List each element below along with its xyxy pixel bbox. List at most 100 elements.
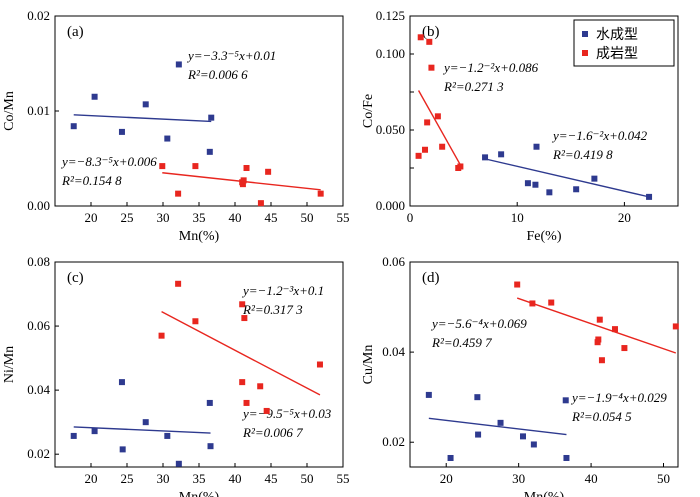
diagenetic-fit-equation: y=−1.2⁻²x+0.086 (442, 60, 539, 75)
x-tick-label: 50 (657, 471, 670, 486)
panel-label: (b) (422, 24, 440, 40)
x-tick-label: 25 (121, 471, 134, 486)
hydrogenetic-point (532, 181, 539, 188)
panel-label: (c) (67, 270, 84, 286)
plot-frame (409, 261, 679, 468)
diagenetic-fit-line (161, 311, 321, 396)
diagenetic-fit-line (417, 90, 461, 166)
hydrogenetic-point (208, 114, 215, 121)
hydrogenetic-point (175, 61, 182, 68)
diagenetic-r-squared: R²=0.271 3 (443, 79, 504, 94)
x-tick-label: 20 (440, 471, 453, 486)
hydrogenetic-point (475, 431, 482, 438)
hydrogenetic-point (91, 93, 98, 100)
hydrogenetic-point (206, 399, 213, 406)
hydrogenetic-r-squared: R²=0.006 6 (187, 67, 248, 82)
diagenetic-fit-equation: y=−8.3⁻⁵x+0.006 (60, 154, 157, 169)
y-axis-title: Cu/Mn (361, 345, 376, 385)
diagenetic-point (424, 119, 431, 126)
y-tick-label: 0.06 (382, 254, 405, 269)
diagenetic-point (240, 177, 247, 184)
x-tick-label: 30 (157, 471, 170, 486)
diagenetic-point (621, 345, 628, 352)
hydrogenetic-point (206, 148, 213, 155)
x-tick-label: 35 (193, 471, 206, 486)
hydrogenetic-fit-line (428, 417, 567, 436)
chart-panel-2: 0 10 20 0.000 0.050 0.100 0.125 Fe(%) Co/Fe (b) y=… (361, 8, 679, 244)
diagenetic-point (243, 399, 250, 406)
hydrogenetic-point (524, 180, 531, 187)
diagenetic-r-squared: R²=0.459 7 (431, 335, 492, 350)
hydrogenetic-point (519, 433, 526, 440)
hydrogenetic-point (498, 151, 505, 158)
y-tick-label: 0.06 (27, 318, 50, 333)
hydrogenetic-fit-equation: y=−1.9⁻⁴x+0.029 (570, 390, 667, 405)
diagenetic-r-squared: R²=0.154 8 (61, 173, 122, 188)
hydrogenetic-fit-equation: y=−3.3⁻⁵x+0.01 (186, 48, 276, 63)
x-tick-label: 50 (301, 471, 314, 486)
x-axis-title: Mn(%) (179, 490, 220, 497)
y-axis-title: Ni/Mn (2, 346, 17, 383)
x-axis-title: Fe(%) (527, 229, 562, 244)
hydrogenetic-point (119, 446, 126, 453)
y-tick-label: 0.04 (382, 344, 405, 359)
x-tick-label: 20 (85, 210, 98, 225)
diagenetic-point (263, 407, 270, 414)
diagenetic-point (241, 315, 248, 322)
diagenetic-point (239, 301, 246, 308)
x-tick-label: 30 (157, 210, 170, 225)
legend-swatch (582, 31, 588, 37)
hydrogenetic-point (164, 432, 171, 439)
diagenetic-point (514, 281, 521, 288)
y-tick-label: 0.08 (27, 254, 50, 269)
diagenetic-point (192, 318, 199, 325)
y-tick-label: 0.02 (382, 434, 405, 449)
x-tick-label: 45 (265, 210, 278, 225)
hydrogenetic-point (142, 419, 149, 426)
diagenetic-point (672, 323, 679, 330)
diagenetic-point (548, 299, 555, 306)
diagenetic-point (428, 64, 435, 71)
hydrogenetic-fit-line (73, 114, 212, 123)
hydrogenetic-point (646, 193, 653, 200)
x-tick-label: 20 (618, 210, 631, 225)
hydrogenetic-point (164, 135, 171, 142)
x-axis-title: Mn(%) (524, 490, 565, 497)
diagenetic-point (529, 300, 536, 307)
hydrogenetic-point (91, 428, 98, 435)
hydrogenetic-fit-line (484, 158, 650, 198)
hydrogenetic-point (533, 143, 540, 150)
diagenetic-point (415, 152, 422, 159)
y-tick-label: 0.125 (376, 8, 405, 23)
diagenetic-fit-line (516, 297, 677, 354)
x-tick-label: 30 (512, 471, 525, 486)
x-tick-label: 40 (585, 471, 598, 486)
diagenetic-point (317, 190, 324, 197)
x-tick-label: 10 (511, 210, 524, 225)
chart-panel-1: 20 25 30 35 40 45 50 55 0.00 0.01 0.02 Mn(%) Co/Mn (a… (2, 8, 350, 244)
hydrogenetic-r-squared: R²=0.006 7 (242, 425, 303, 440)
diagenetic-r-squared: R²=0.317 3 (242, 302, 303, 317)
x-tick-label: 40 (229, 471, 242, 486)
legend-entry: 成岩型 (596, 46, 638, 62)
diagenetic-point (417, 34, 424, 41)
hydrogenetic-point (207, 443, 214, 450)
diagenetic-point (422, 146, 429, 153)
panel-label: (d) (422, 270, 440, 286)
diagenetic-point (257, 383, 264, 390)
hydrogenetic-point (563, 454, 570, 461)
hydrogenetic-r-squared: R²=0.054 5 (571, 409, 632, 424)
hydrogenetic-point (573, 186, 580, 193)
y-tick-label: 0.04 (27, 382, 50, 397)
diagenetic-point (439, 143, 446, 150)
diagenetic-point (434, 113, 441, 120)
y-tick-label: 0.00 (27, 198, 50, 213)
diagenetic-point (611, 326, 618, 333)
diagenetic-point (239, 379, 246, 386)
diagenetic-point (192, 163, 199, 170)
hydrogenetic-point (562, 397, 569, 404)
hydrogenetic-point (530, 441, 537, 448)
diagenetic-point (257, 200, 264, 207)
legend-entry: 水成型 (596, 27, 638, 43)
chart-panel-3: 20 25 30 35 40 45 50 55 0.02 0.04 0.06 0.08 Mn(%) Ni/… (2, 254, 350, 497)
